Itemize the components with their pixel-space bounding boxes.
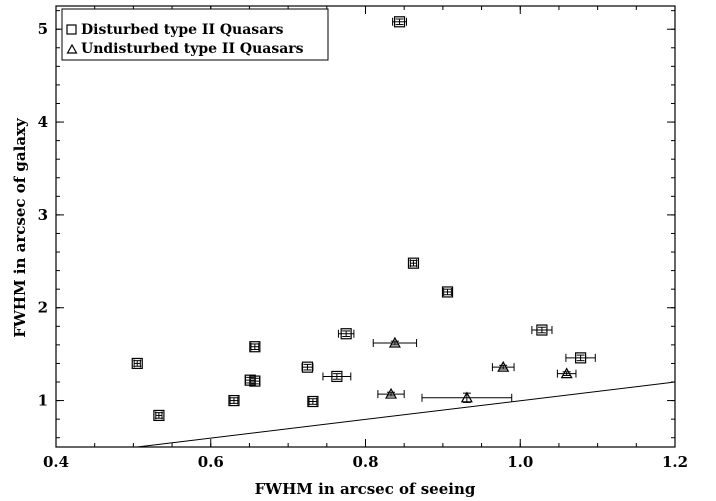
x-tick-label: 0.8 [352,453,378,471]
y-tick-label: 2 [38,299,48,317]
reference-line [137,381,676,448]
disturbed-point [392,16,408,28]
square-marker [575,352,587,364]
triangle-marker [385,387,398,399]
x-tick-label: 1.0 [507,453,533,471]
legend-label-undisturbed: Undisturbed type II Quasars [81,41,304,57]
axis-ticks: 0.4 0.6 0.8 1.0 1.2 1 2 3 4 5 [38,6,688,471]
square-marker [131,357,143,370]
x-tick-label: 1.2 [662,453,688,471]
x-tick-label: 0.6 [198,453,224,471]
y-tick-label: 3 [38,206,48,224]
square-marker [331,370,343,383]
square-marker [249,341,261,353]
square-marker [393,16,406,28]
triangle-marker [497,360,510,372]
y-tick-label: 1 [38,392,48,410]
y-tick-label: 5 [38,20,48,38]
x-tick-label: 0.4 [43,453,69,471]
legend-box [61,8,329,61]
legend-label-disturbed: Disturbed type II Quasars [81,22,284,38]
disturbed-point [337,328,355,340]
square-marker [249,375,261,387]
square-marker [536,324,548,336]
square-marker [407,257,420,269]
legend: Disturbed type II Quasars Undisturbed ty… [61,8,329,61]
undisturbed-point [556,367,577,379]
plot-border [55,5,676,448]
square-marker [441,286,454,298]
x-axis-label: FWHM in arcsec of seeing [255,480,476,498]
disturbed-point [301,361,314,373]
y-axis-label: FWHM in arcsec of galaxy [11,117,29,338]
plot-frame [55,5,676,448]
disturbed-point [307,395,319,408]
disturbed-point [407,257,420,269]
undisturbed-point [377,387,405,399]
undisturbed-point [372,336,418,348]
data-points [131,16,596,422]
disturbed-point [441,286,454,298]
triangle-marker [460,391,473,403]
disturbed-point [565,352,596,364]
disturbed-point [322,370,352,383]
y-tick-label: 4 [38,113,48,131]
square-marker [301,361,314,373]
triangle-marker [388,336,401,348]
triangle-marker [560,367,573,379]
one-to-one-line [137,381,676,448]
disturbed-point [249,341,261,353]
legend-triangle-symbol [66,43,78,54]
disturbed-point [131,357,143,370]
legend-square-symbol [66,24,77,35]
square-marker [153,409,165,422]
disturbed-point [531,324,553,336]
undisturbed-point [421,391,513,403]
square-marker [307,395,319,408]
disturbed-point [228,394,240,407]
disturbed-point [249,375,261,387]
disturbed-point [153,409,165,422]
square-marker [340,328,352,340]
undisturbed-point [491,360,515,372]
square-marker [228,394,240,407]
